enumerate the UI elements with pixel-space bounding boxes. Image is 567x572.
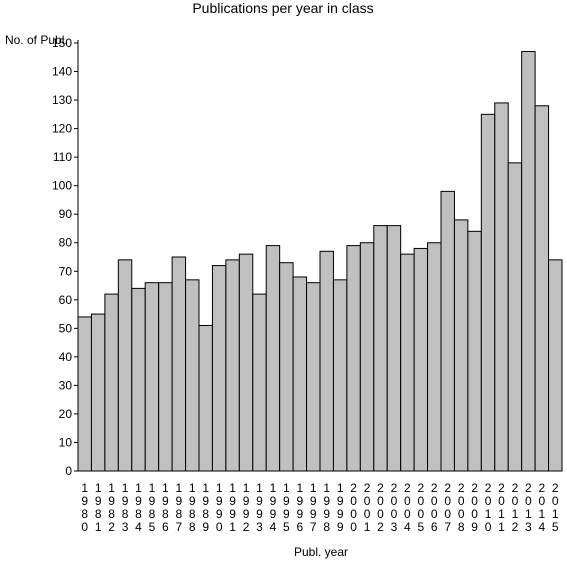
bar-1984 — [131, 287, 146, 472]
bar-2011 — [494, 102, 509, 472]
y-tick-label-140: 140 — [52, 65, 72, 79]
bar-2007 — [440, 190, 455, 472]
bar-1990 — [211, 265, 227, 472]
chart-title: Publications per year in class — [192, 0, 373, 16]
bar-2015 — [548, 259, 563, 472]
bar-1994 — [265, 245, 281, 472]
bar-1992 — [238, 253, 254, 472]
y-tick-label-110: 110 — [53, 150, 72, 164]
y-tick-label-10: 10 — [59, 435, 73, 449]
bar-1988 — [185, 279, 200, 472]
bar-2002 — [373, 225, 388, 472]
x-ticks-layer: 1 9 8 0 1 9 8 1 1 9 8 2 1 9 8 3 1 9 8 4 1 9 8 5 1 9 8 6 1 9 8 7 1 9 8 8 1 9 8 9… — [81, 481, 559, 534]
y-tick-label-60: 60 — [59, 293, 73, 307]
y-tick-label-130: 130 — [52, 93, 72, 107]
bar-2005 — [413, 247, 429, 472]
y-axis-label: No. of Publ. — [5, 33, 68, 47]
x-axis-label: Publ. year — [294, 545, 348, 559]
bar-2009 — [467, 230, 482, 472]
bar-2013 — [521, 51, 536, 472]
bar-2003 — [386, 225, 402, 472]
bar-1993 — [252, 293, 267, 472]
bar-2014 — [534, 105, 550, 472]
y-tick-label-40: 40 — [59, 350, 73, 364]
y-tick-label-20: 20 — [59, 407, 73, 421]
bar-1986 — [158, 282, 173, 472]
bars-layer — [77, 51, 563, 472]
bar-1997 — [306, 282, 321, 472]
y-tick-label-100: 100 — [52, 179, 72, 193]
bar-1998 — [319, 250, 334, 472]
bar-2004 — [400, 253, 415, 472]
bar-2010 — [480, 113, 496, 472]
y-tick-label-150: 150 — [52, 36, 72, 50]
y-tick-label-30: 30 — [59, 378, 73, 392]
bar-2006 — [427, 242, 442, 472]
bar-1983 — [117, 259, 133, 472]
bar-2008 — [453, 219, 469, 472]
y-tick-label-0: 0 — [65, 464, 72, 478]
bar-1995 — [279, 262, 294, 472]
bar-1980 — [77, 316, 92, 472]
bar-1982 — [104, 293, 119, 472]
y-tick-label-70: 70 — [59, 264, 73, 278]
bar-2001 — [359, 242, 375, 472]
bar-1991 — [225, 259, 240, 472]
bar-1981 — [90, 313, 106, 472]
bar-2000 — [346, 245, 361, 472]
bar-1987 — [171, 256, 187, 472]
y-tick-label-120: 120 — [52, 122, 72, 136]
bar-1996 — [292, 276, 308, 472]
bar-1989 — [198, 324, 213, 472]
y-ticks-layer: 0 10 20 30 40 50 60 70 80 90 100 110 120 130 140 150 — [52, 36, 78, 478]
y-tick-label-90: 90 — [59, 207, 73, 221]
bar-1985 — [144, 282, 160, 472]
y-tick-label-50: 50 — [59, 321, 73, 335]
bar-1999 — [332, 279, 348, 472]
bar-2012 — [507, 162, 523, 472]
y-tick-label-80: 80 — [59, 236, 73, 250]
